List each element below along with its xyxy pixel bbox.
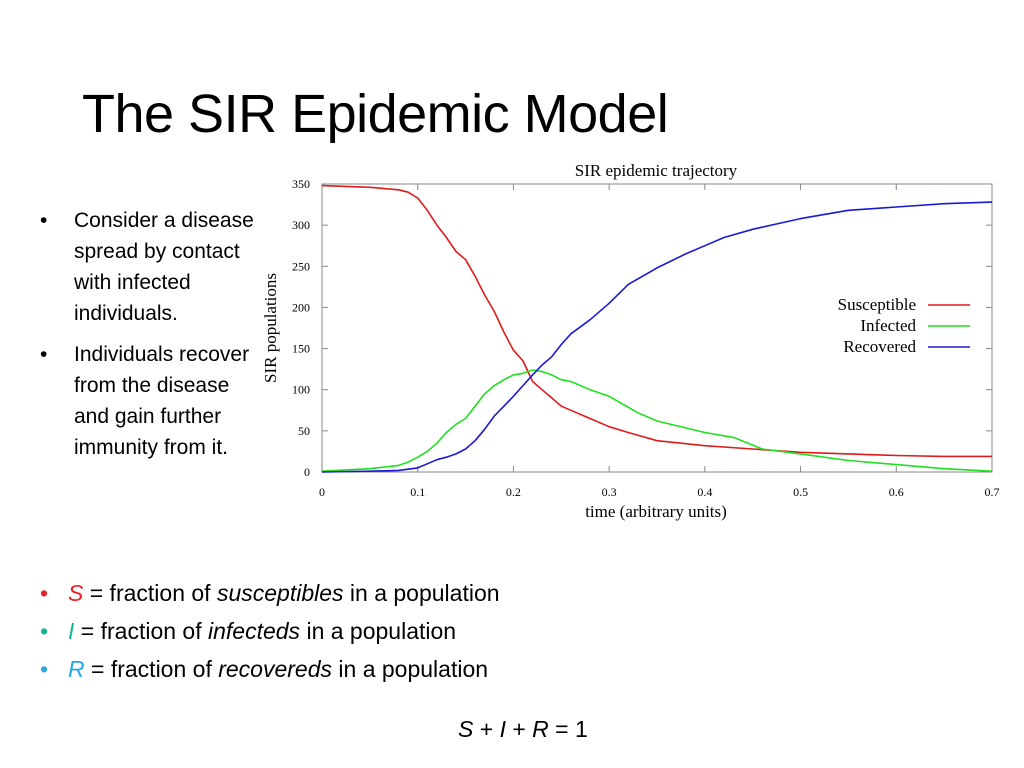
- legend-label-susceptible: Susceptible: [838, 295, 916, 314]
- eq-r: R: [532, 716, 549, 742]
- eq-s: S: [458, 716, 474, 742]
- intro-bullet-list: Consider a disease spread by contact wit…: [40, 205, 268, 473]
- series-lines: [321, 184, 993, 473]
- x-axis-label: time (arbitrary units): [585, 502, 727, 521]
- bullet-dot-i: •: [40, 618, 49, 644]
- def-s-term: susceptibles: [216, 580, 344, 606]
- y-tick-label: 100: [292, 383, 310, 397]
- sir-chart: SIR epidemic trajectory SIR populations …: [261, 161, 1000, 521]
- def-i-term: infecteds: [208, 618, 301, 644]
- definition-susceptible: • S = fraction of susceptibles in a popul…: [40, 574, 500, 612]
- def-r-term: recovereds: [218, 656, 333, 682]
- def-r-eq: = fraction of: [84, 656, 219, 682]
- y-tick-label: 250: [292, 259, 310, 273]
- y-tick-label: 300: [292, 218, 310, 232]
- var-s: S: [68, 580, 84, 606]
- var-i: I: [68, 618, 75, 644]
- def-i-eq: = fraction of: [74, 618, 208, 644]
- eq-plus-1: +: [473, 716, 500, 742]
- series-line-infected: [321, 369, 993, 472]
- var-r: R: [68, 656, 85, 682]
- y-tick-label: 200: [292, 300, 310, 314]
- x-tick-label: 0: [319, 485, 325, 499]
- x-tick-label: 0.1: [410, 485, 425, 499]
- def-i-rest: in a population: [300, 618, 457, 644]
- series-line-recovered: [321, 201, 993, 473]
- def-s-rest: in a population: [343, 580, 500, 606]
- bullet-dot-s: •: [40, 580, 49, 606]
- y-tick-label: 50: [298, 424, 310, 438]
- eq-plus-2: +: [505, 716, 533, 742]
- def-s-eq: = fraction of: [83, 580, 217, 606]
- x-tick-label: 0.5: [793, 485, 808, 499]
- slide-title: The SIR Epidemic Model: [82, 84, 669, 144]
- eq-equals: = 1: [548, 716, 588, 742]
- bullet-dot-r: •: [40, 656, 49, 682]
- bullet-disease-spread: Consider a disease spread by contact wit…: [40, 205, 268, 329]
- definition-recovered: • R = fraction of recovereds in a populat…: [40, 650, 500, 688]
- y-tick-label: 350: [292, 177, 310, 191]
- y-tick-label: 150: [292, 342, 310, 356]
- axis-ticks: 0 0.1 0.2 0.3 0.4 0.5 0.6 0.7 0 50 100 150 200 250 300…: [292, 177, 1000, 499]
- eq-i: I: [499, 716, 506, 742]
- definition-infected: • I = fraction of infecteds in a populati…: [40, 612, 500, 650]
- plot-frame: [321, 183, 993, 473]
- x-tick-label: 0.6: [889, 485, 904, 499]
- sum-equation: S + I + R = 1: [458, 712, 588, 746]
- y-axis-label: SIR populations: [261, 273, 280, 383]
- legend-label-recovered: Recovered: [843, 337, 916, 356]
- def-r-rest: in a population: [332, 656, 489, 682]
- y-tick-label: 0: [304, 465, 310, 479]
- x-tick-label: 0.7: [985, 485, 1000, 499]
- x-tick-label: 0.3: [602, 485, 617, 499]
- chart-title: SIR epidemic trajectory: [575, 161, 738, 180]
- x-tick-label: 0.4: [697, 485, 712, 499]
- x-tick-label: 0.2: [506, 485, 521, 499]
- legend: Susceptible Infected Recovered: [838, 295, 970, 356]
- legend-label-infected: Infected: [860, 316, 916, 335]
- bullet-recovery-immunity: Individuals recover from the disease and…: [40, 339, 268, 463]
- definition-list: • S = fraction of susceptibles in a popul…: [40, 574, 500, 688]
